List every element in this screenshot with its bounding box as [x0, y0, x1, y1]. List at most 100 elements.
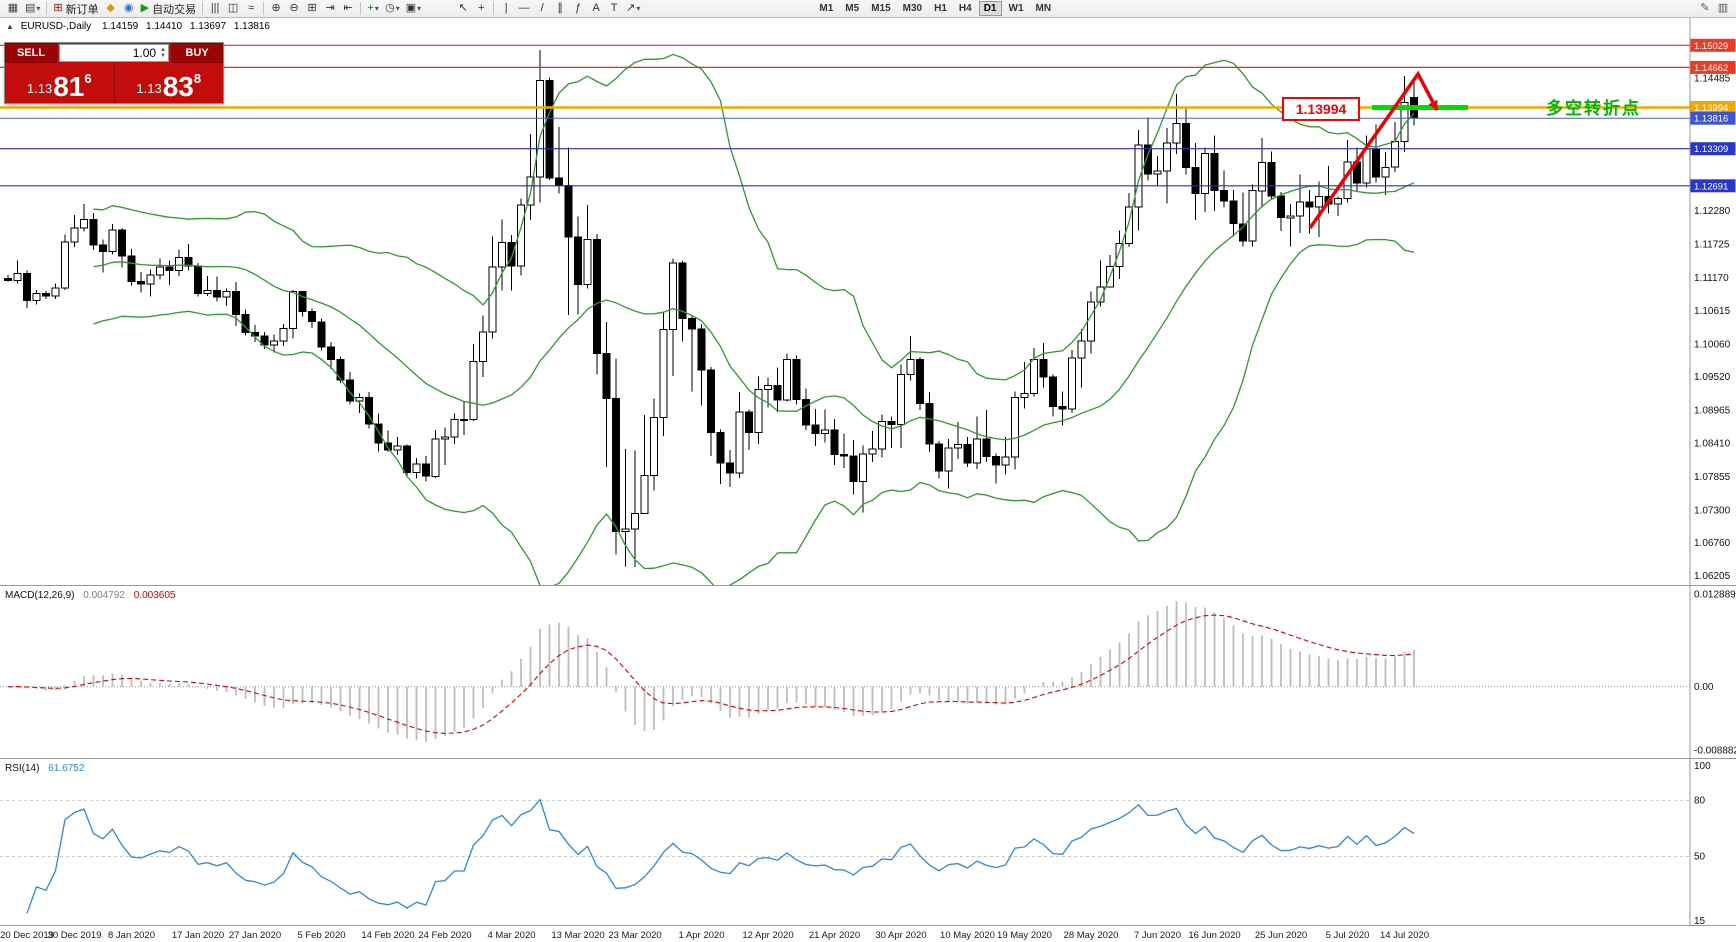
toolbar-right: ✎ ▥: [1696, 1, 1732, 17]
buy-price-pip: 8: [193, 71, 202, 86]
price-axis[interactable]: 1.14485 1.12280 1.11725 1.11170 1.10615 1.100…: [1690, 38, 1736, 927]
chart-annotations[interactable]: [1308, 70, 1468, 230]
turning-point-label[interactable]: 多空转折点: [1546, 99, 1641, 118]
chart-line-button[interactable]: ≈: [242, 1, 260, 17]
vertical-line-button[interactable]: |: [497, 1, 515, 17]
svg-text:1.10615: 1.10615: [1694, 306, 1731, 317]
svg-text:15: 15: [1694, 916, 1706, 927]
horizontal-line-button-icon: —: [518, 2, 530, 14]
autotrading-button[interactable]: ▶ 自动交易: [138, 1, 199, 17]
svg-text:14 Feb 2020: 14 Feb 2020: [361, 930, 414, 941]
market-watch-button-icon: ◉: [123, 2, 134, 14]
metaeditor-button-icon: ◆: [106, 2, 115, 14]
new-chart-button-icon: ▦: [7, 2, 19, 14]
timeframe-d1[interactable]: D1: [978, 1, 1002, 16]
buy-price[interactable]: 1.13 83 8: [115, 63, 224, 103]
new-order-button-icon: ⊞: [53, 2, 63, 14]
macd-label: MACD(12,26,9) 0.004792 0.003605: [5, 590, 175, 601]
fibonacci-button[interactable]: ƒ: [569, 1, 587, 17]
cursor-button[interactable]: ↖: [454, 1, 472, 17]
profiles-button-dropdown-icon[interactable]: ▾: [36, 4, 41, 13]
timeframe-h1[interactable]: H1: [929, 1, 952, 16]
zoom-in-button[interactable]: ⊕: [267, 1, 285, 17]
toolbar-separator: [360, 2, 362, 15]
svg-text:21 Apr 2020: 21 Apr 2020: [809, 930, 860, 941]
layout-button[interactable]: ▥: [1714, 1, 1732, 17]
svg-text:8 Jan 2020: 8 Jan 2020: [108, 930, 155, 941]
periods-button-icon: ◷: [385, 2, 395, 14]
svg-text:7 Jun 2020: 7 Jun 2020: [1134, 930, 1181, 941]
tile-windows-button-icon: ⊞: [307, 2, 317, 14]
svg-text:1.11170: 1.11170: [1694, 273, 1729, 284]
periods-button[interactable]: ◷ ▾: [382, 1, 403, 17]
horizontal-level-lines[interactable]: [0, 44, 1690, 187]
label-button[interactable]: T: [605, 1, 623, 17]
indicators-button-dropdown-icon[interactable]: ▾: [374, 4, 379, 13]
auto-scroll-button[interactable]: ⇥: [321, 1, 339, 17]
svg-text:1.09520: 1.09520: [1694, 372, 1731, 383]
volume-down-icon[interactable]: ▼: [160, 53, 166, 59]
svg-text:0.00: 0.00: [1694, 682, 1714, 693]
text-button[interactable]: A: [587, 1, 605, 17]
rsi-name: RSI(14): [5, 763, 40, 774]
templates-button-icon: ▣: [405, 2, 417, 14]
crosshair-button[interactable]: +: [472, 1, 490, 17]
timeframe-buttons: M1 M5 M15 M30 H1 H4 D1 W1 MN: [813, 1, 1057, 16]
templates-button[interactable]: ▣ ▾: [403, 1, 424, 17]
vertical-line-button-icon: |: [504, 2, 508, 14]
timeframe-m1[interactable]: M1: [814, 1, 838, 16]
symbol-title: EURUSD-,Daily: [20, 21, 92, 32]
metaeditor-button[interactable]: ◆: [102, 1, 120, 17]
svg-text:23 Mar 2020: 23 Mar 2020: [608, 930, 661, 941]
tile-windows-button[interactable]: ⊞: [303, 1, 321, 17]
one-click-trading-widget: SELL 1.00 ▲ ▼ BUY 1.13 81 6 1.13 83 8: [4, 42, 224, 104]
timeframe-w1[interactable]: W1: [1004, 1, 1029, 16]
arrows-button-dropdown-icon[interactable]: ▾: [636, 4, 641, 13]
profiles-button[interactable]: ▤ ▾: [22, 1, 43, 17]
zoom-out-button[interactable]: ⊖: [285, 1, 303, 17]
arrows-button[interactable]: ↗ ▾: [623, 1, 643, 17]
macd-signal-line: [7, 614, 1415, 734]
market-watch-button[interactable]: ◉: [120, 1, 138, 17]
crosshair-button-icon: +: [477, 2, 485, 14]
timeframe-mn[interactable]: MN: [1031, 1, 1057, 16]
panel-separators[interactable]: [0, 18, 1736, 926]
new-order-button[interactable]: ⊞ 新订单: [50, 1, 101, 17]
volume-up-icon[interactable]: ▲: [160, 47, 166, 53]
trendline-button[interactable]: /: [533, 1, 551, 17]
chart-shift-button[interactable]: ⇤: [339, 1, 357, 17]
svg-text:19 May 2020: 19 May 2020: [997, 930, 1052, 941]
autotrading-button-label: 自动交易: [152, 3, 197, 16]
timeframe-m30[interactable]: M30: [898, 1, 927, 16]
volume-input[interactable]: 1.00 ▲ ▼: [59, 44, 169, 62]
chart-candles-button[interactable]: ◫: [224, 1, 242, 17]
arrows-button-icon: ↗: [626, 2, 636, 14]
templates-button-dropdown-icon[interactable]: ▾: [417, 4, 422, 13]
new-chart-button[interactable]: ▦: [4, 1, 22, 17]
channel-button-icon: ∥: [557, 2, 563, 14]
chart-bars-button[interactable]: |||: [206, 1, 224, 17]
timeframe-m15[interactable]: M15: [866, 1, 895, 16]
quick-trade-collapse-icon[interactable]: ▲: [6, 22, 14, 31]
chart-canvas[interactable]: 1.14485 1.12280 1.11725 1.11170 1.10615 1.100…: [0, 18, 1736, 942]
buy-button[interactable]: BUY: [171, 43, 223, 63]
channel-button[interactable]: ∥: [551, 1, 569, 17]
macd-signal-value: 0.003605: [133, 590, 176, 601]
timeframe-h4[interactable]: H4: [954, 1, 977, 16]
price-callout[interactable]: 1.13994: [1282, 97, 1360, 121]
chart-candles-button-icon: ◫: [227, 2, 239, 14]
periods-button-dropdown-icon[interactable]: ▾: [395, 4, 400, 13]
chart-edit-button[interactable]: ✎: [1696, 1, 1714, 17]
sell-button[interactable]: SELL: [5, 43, 57, 63]
sell-price[interactable]: 1.13 81 6: [5, 63, 115, 103]
indicators-button[interactable]: + ▾: [364, 1, 382, 17]
svg-text:1 Apr 2020: 1 Apr 2020: [679, 930, 725, 941]
svg-text:12 Apr 2020: 12 Apr 2020: [742, 930, 793, 941]
svg-text:14 Jul 2020: 14 Jul 2020: [1380, 930, 1429, 941]
zoom-out-button-icon: ⊖: [289, 2, 299, 14]
horizontal-line-button[interactable]: —: [515, 1, 533, 17]
svg-text:1.07855: 1.07855: [1694, 472, 1731, 483]
timeframe-m5[interactable]: M5: [840, 1, 864, 16]
rsi-label: RSI(14) 61.6752: [5, 763, 84, 774]
